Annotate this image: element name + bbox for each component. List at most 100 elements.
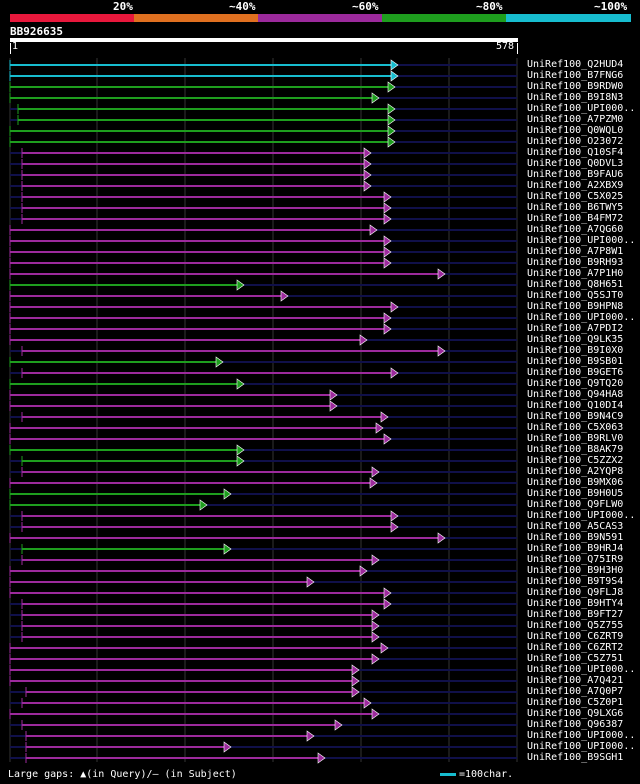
hit-label-link[interactable]: UniRef100_Q0WQL0 [527,125,624,136]
hit-arrow-icon [375,422,384,434]
hit-arrow-icon [359,334,368,346]
hit-label-link[interactable]: UniRef100_Q2HUD4 [527,59,624,70]
hit-label-link[interactable]: UniRef100_UPI000.. [527,664,636,675]
hit-row: UniRef100_C5Z0P1 [0,697,640,709]
hit-label-link[interactable]: UniRef100_C5X063 [527,422,624,433]
hit-label-link[interactable]: UniRef100_Q75IR9 [527,554,624,565]
hit-label-link[interactable]: UniRef100_B9SGH1 [527,752,624,763]
hit-label-link[interactable]: UniRef100_Q9FLW0 [527,499,624,510]
legend-bar-100 [506,14,631,22]
hit-row: UniRef100_B9FAU6 [0,169,640,181]
hit-arrow-icon [371,466,380,478]
hit-label-link[interactable]: UniRef100_B9HRJ4 [527,543,624,554]
hit-label-link[interactable]: UniRef100_C5Z0P1 [527,697,624,708]
hit-arrow-icon [369,224,378,236]
hit-label-link[interactable]: UniRef100_C5X025 [527,191,624,202]
hit-label-link[interactable]: UniRef100_A7Q0P7 [527,686,624,697]
hit-label-link[interactable]: UniRef100_B9T9S4 [527,576,624,587]
legend-bar-20 [10,14,134,22]
hit-row: UniRef100_B7FNG6 [0,70,640,82]
hit-label-link[interactable]: UniRef100_B9I0X0 [527,345,624,356]
hit-label-link[interactable]: UniRef100_B4FM72 [527,213,624,224]
scale-swatch-icon [440,772,456,776]
hit-label-link[interactable]: UniRef100_A7P1H0 [527,268,624,279]
hit-label-link[interactable]: UniRef100_UPI000.. [527,103,636,114]
hit-arrow-icon [383,257,392,269]
hit-label-link[interactable]: UniRef100_B9N591 [527,532,624,543]
hit-row: UniRef100_B9SB01 [0,356,640,368]
hit-label-link[interactable]: UniRef100_B9SB01 [527,356,624,367]
hit-label-link[interactable]: UniRef100_B9RDW0 [527,81,624,92]
hit-label-link[interactable]: UniRef100_B9RLV0 [527,433,624,444]
hit-label-link[interactable]: UniRef100_Q10DI4 [527,400,624,411]
ruler-end-tick [517,43,518,54]
hit-row: UniRef100_UPI000.. [0,664,640,676]
hit-row: UniRef100_B9I0X0 [0,345,640,357]
hit-row: UniRef100_A7P8W1 [0,246,640,258]
hit-label-link[interactable]: UniRef100_B8AK79 [527,444,624,455]
hit-arrow-icon [390,521,399,533]
ruler-start-tick [10,43,11,54]
hit-label-link[interactable]: UniRef100_Q9FLJ8 [527,587,624,598]
hit-row: UniRef100_B8AK79 [0,444,640,456]
hit-label-link[interactable]: UniRef100_C5ZZX2 [527,455,624,466]
hit-row: UniRef100_C5ZZX2 [0,455,640,467]
hit-label-link[interactable]: UniRef100_Q9TQ20 [527,378,624,389]
hit-label-link[interactable]: UniRef100_A7PDI2 [527,323,624,334]
hit-row: UniRef100_Q5Z755 [0,620,640,632]
hit-arrow-icon [383,312,392,324]
hit-label-link[interactable]: UniRef100_A7Q421 [527,675,624,686]
hit-label-link[interactable]: UniRef100_UPI000.. [527,510,636,521]
hit-label-link[interactable]: UniRef100_Q10SF4 [527,147,624,158]
hit-label-link[interactable]: UniRef100_A2YQP8 [527,466,624,477]
hit-label-link[interactable]: UniRef100_B9FT27 [527,609,624,620]
hit-label-link[interactable]: UniRef100_Q94HA8 [527,389,624,400]
hit-label-link[interactable]: UniRef100_B9I8N3 [527,92,624,103]
hit-label-link[interactable]: UniRef100_B9RH93 [527,257,624,268]
hit-label-link[interactable]: UniRef100_C5Z751 [527,653,624,664]
hit-label-link[interactable]: UniRef100_B9N4C9 [527,411,624,422]
hit-arrow-icon [223,741,232,753]
hit-label-link[interactable]: UniRef100_A7P8W1 [527,246,624,257]
hit-label-link[interactable]: UniRef100_B9FAU6 [527,169,624,180]
hit-row: UniRef100_B9RH93 [0,257,640,269]
hit-label-link[interactable]: UniRef100_B6TWY5 [527,202,624,213]
hit-label-link[interactable]: UniRef100_O23072 [527,136,624,147]
hit-row: UniRef100_B9H0U5 [0,488,640,500]
hit-label-link[interactable]: UniRef100_UPI000.. [527,312,636,323]
hit-label-link[interactable]: UniRef100_A7PZM0 [527,114,624,125]
hit-label-link[interactable]: UniRef100_Q96387 [527,719,624,730]
hit-label-link[interactable]: UniRef100_UPI000.. [527,730,636,741]
hit-label-link[interactable]: UniRef100_B9HTY4 [527,598,624,609]
hit-label-link[interactable]: UniRef100_Q9LXG6 [527,708,624,719]
hit-arrow-icon [351,675,360,687]
hit-label-link[interactable]: UniRef100_B9H0U5 [527,488,624,499]
hit-label-link[interactable]: UniRef100_UPI000.. [527,235,636,246]
hit-row: UniRef100_Q75IR9 [0,554,640,566]
hit-row: UniRef100_O23072 [0,136,640,148]
hit-label-link[interactable]: UniRef100_Q5SJT0 [527,290,624,301]
hit-label-link[interactable]: UniRef100_A5CAS3 [527,521,624,532]
hit-label-link[interactable]: UniRef100_A7QG60 [527,224,624,235]
hit-label-link[interactable]: UniRef100_C6ZRT9 [527,631,624,642]
hit-arrow-icon [371,631,380,643]
hit-label-link[interactable]: UniRef100_B9HPN8 [527,301,624,312]
hit-label-link[interactable]: UniRef100_A2XBX9 [527,180,624,191]
hit-label-link[interactable]: UniRef100_Q5Z755 [527,620,624,631]
hit-row: UniRef100_C6ZRT2 [0,642,640,654]
hit-row: UniRef100_Q10DI4 [0,400,640,412]
hit-label-link[interactable]: UniRef100_B7FNG6 [527,70,624,81]
hit-label-link[interactable]: UniRef100_Q9LK35 [527,334,624,345]
hit-label-link[interactable]: UniRef100_B9MX06 [527,477,624,488]
hit-label-link[interactable]: UniRef100_B9GET6 [527,367,624,378]
hit-row: UniRef100_A7P1H0 [0,268,640,280]
hit-label-link[interactable]: UniRef100_B9H3H0 [527,565,624,576]
hit-label-link[interactable]: UniRef100_C6ZRT2 [527,642,624,653]
hit-label-link[interactable]: UniRef100_Q8H651 [527,279,624,290]
hit-arrow-icon [390,367,399,379]
hit-arrow-icon [390,59,399,71]
hit-label-link[interactable]: UniRef100_UPI000.. [527,741,636,752]
hit-label-link[interactable]: UniRef100_Q0DVL3 [527,158,624,169]
hit-row: UniRef100_Q5SJT0 [0,290,640,302]
